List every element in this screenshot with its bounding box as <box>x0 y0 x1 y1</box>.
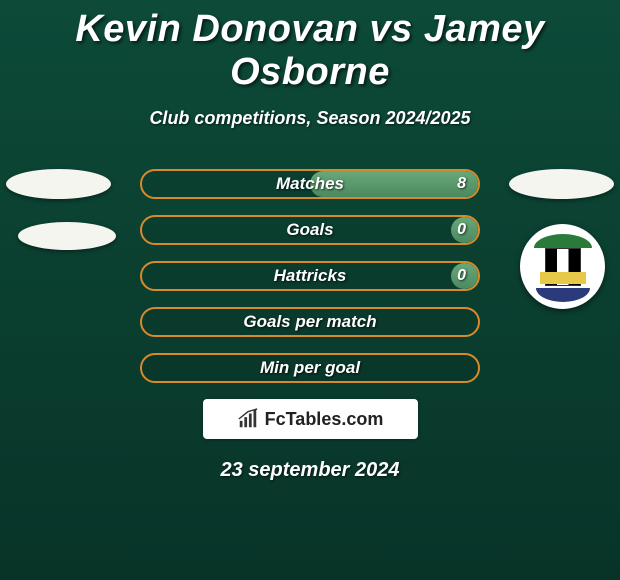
player-right-shape-1 <box>509 169 614 199</box>
bar-value-right: 0 <box>457 267 466 285</box>
bar-value-right: 8 <box>457 175 466 193</box>
subtitle: Club competitions, Season 2024/2025 <box>0 108 620 129</box>
stat-bar: Hattricks0 <box>140 261 480 291</box>
date-label: 23 september 2024 <box>0 459 620 482</box>
stat-bar: Min per goal <box>140 353 480 383</box>
bar-label: Matches <box>142 174 478 194</box>
stat-bar: Goals per match <box>140 307 480 337</box>
club-crest <box>520 224 605 309</box>
stat-bar: Goals0 <box>140 215 480 245</box>
bar-label: Goals per match <box>142 312 478 332</box>
watermark: FcTables.com <box>203 399 418 439</box>
page-title: Kevin Donovan vs Jamey Osborne <box>0 0 620 94</box>
comparison-panel: Matches8Goals0Hattricks0Goals per matchM… <box>0 169 620 482</box>
bar-label: Min per goal <box>142 358 478 378</box>
player-left-shape-1 <box>6 169 111 199</box>
bar-label: Hattricks <box>142 266 478 286</box>
bar-label: Goals <box>142 220 478 240</box>
stat-bars: Matches8Goals0Hattricks0Goals per matchM… <box>140 169 480 383</box>
watermark-text: FcTables.com <box>265 409 384 430</box>
chart-icon <box>237 408 259 430</box>
bar-value-right: 0 <box>457 221 466 239</box>
stat-bar: Matches8 <box>140 169 480 199</box>
player-left-shape-2 <box>18 222 116 250</box>
